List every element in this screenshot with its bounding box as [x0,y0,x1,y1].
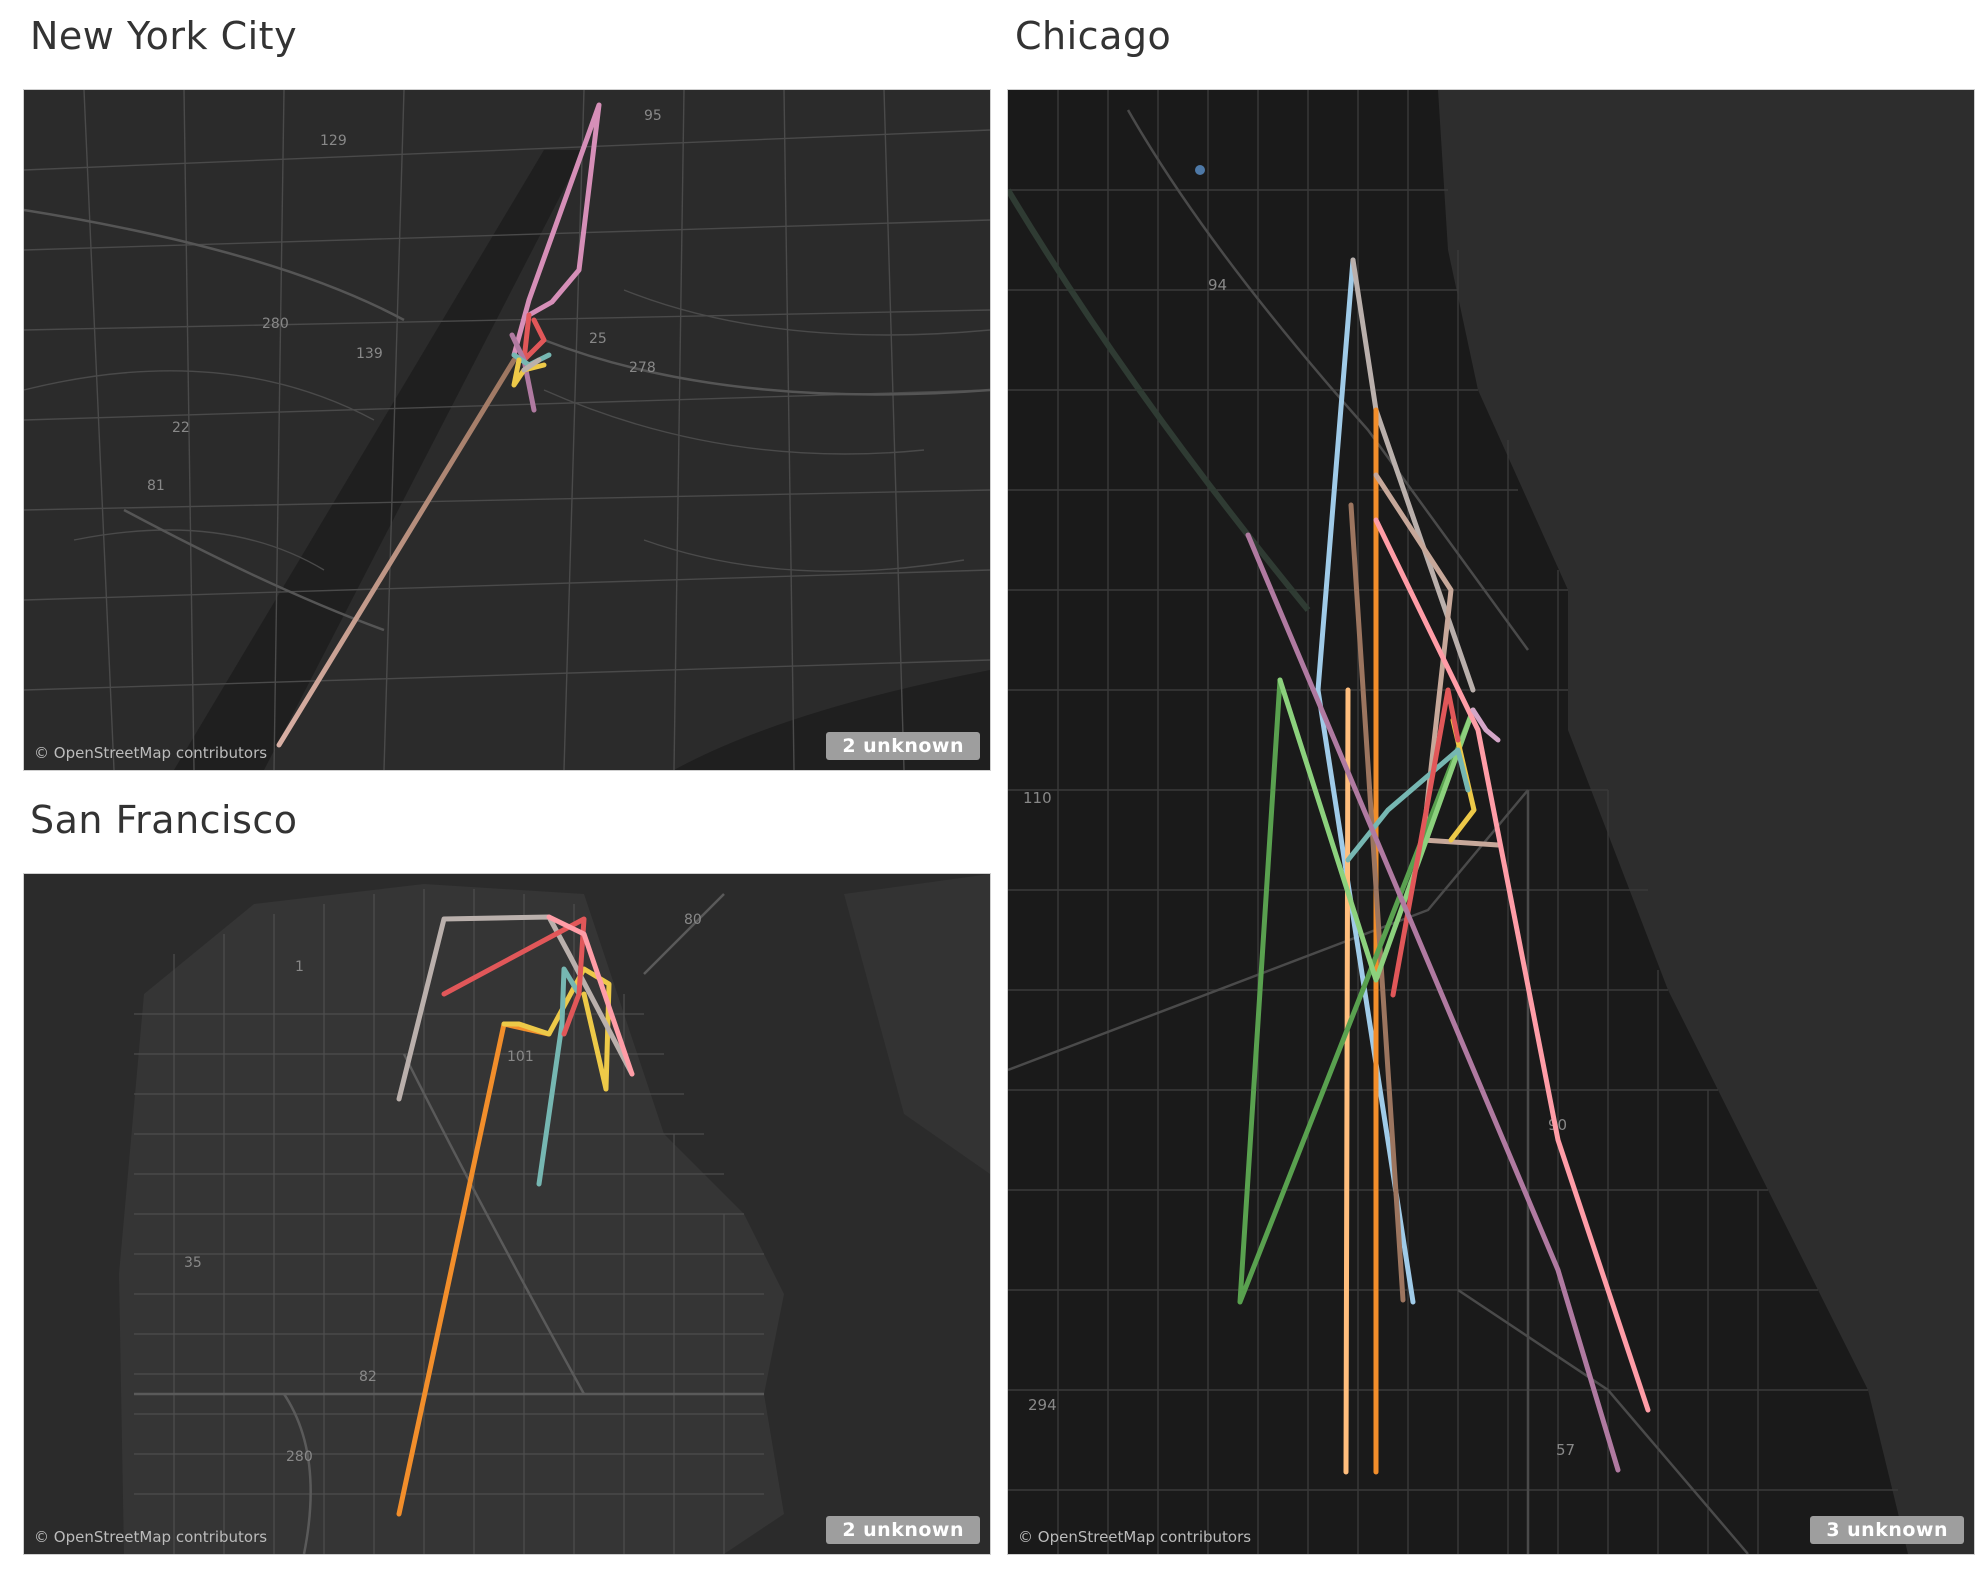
road-network [24,90,990,770]
svg-text:294: 294 [1028,1396,1057,1414]
route-nyc-6 [511,357,547,388]
panel-title-chi: Chicago [1015,14,1172,58]
road-labels: 95 129 280 139 22 81 25 278 [147,108,662,494]
svg-text:57: 57 [1556,1441,1575,1459]
street-grid-chi [1008,90,1898,1554]
route-sf-6 [546,914,635,1077]
route-nyc-2 [511,102,602,358]
svg-text:94: 94 [1208,276,1227,294]
unknown-badge-nyc[interactable]: 2 unknown [826,732,980,760]
route-sf-2 [501,966,612,1092]
map-canvas-nyc: 95 129 280 139 22 81 25 278 [24,90,990,770]
svg-text:129: 129 [320,133,347,149]
map-canvas-sf: 80 1 101 35 82 280 [24,874,990,1554]
svg-text:22: 22 [172,420,190,436]
panel-title-nyc: New York City [30,14,298,58]
highways-chi [1008,109,1749,1554]
unknown-badge-chi[interactable]: 3 unknown [1810,1516,1964,1544]
svg-text:101: 101 [507,1049,534,1065]
svg-text:280: 280 [286,1449,313,1465]
route-chi-11 [1390,687,1461,998]
east-bay-land [844,874,990,1174]
route-chi-12 [1245,532,1621,1473]
route-chi-14 [1470,707,1501,743]
route-nyc-3 [521,312,547,363]
svg-text:82: 82 [359,1369,377,1385]
svg-text:80: 80 [684,912,702,928]
highways-sf [134,893,764,1554]
road-labels-sf: 80 1 101 35 82 280 [184,912,702,1465]
route-sf-5 [441,916,587,1037]
location-marker [1195,165,1205,175]
svg-text:278: 278 [629,360,656,376]
svg-text:1: 1 [295,959,304,975]
route-nyc-7 [521,357,542,373]
unknown-badge-sf[interactable]: 2 unknown [826,1516,980,1544]
svg-text:35: 35 [184,1255,202,1271]
routes-chi [1237,257,1651,1475]
route-chi-13 [1373,517,1651,1413]
route-chi-5 [1373,472,1501,848]
route-nyc-1 [276,357,517,748]
panel-title-sf: San Francisco [30,798,298,842]
map-nyc[interactable]: 95 129 280 139 22 81 25 278 © OpenStreetMap c… [23,89,991,771]
route-chi-10 [1345,747,1471,863]
svg-text:110: 110 [1023,789,1052,807]
route-sf-3 [536,966,582,1187]
map-chicago[interactable]: 94 110 90 294 57 © OpenStreetMap contributo… [1007,89,1975,1555]
map-attribution-sf: © OpenStreetMap contributors [34,1528,268,1546]
map-attribution-nyc: © OpenStreetMap contributors [34,744,268,762]
map-attribution-chi: © OpenStreetMap contributors [1018,1528,1252,1546]
svg-text:81: 81 [147,478,165,494]
route-chi-7 [1237,677,1476,1305]
route-chi-8 [1277,677,1476,983]
routes-sf [396,914,635,1517]
svg-text:280: 280 [262,316,289,332]
street-grid [134,889,764,1554]
svg-text:95: 95 [644,108,662,124]
routes-nyc [276,102,602,748]
route-chi-6 [1348,502,1406,1303]
svg-text:25: 25 [589,331,607,347]
route-chi-1 [1315,257,1416,1305]
map-sf[interactable]: 80 1 101 35 82 280 © OpenStreetMap contribut… [23,873,991,1555]
svg-text:139: 139 [356,346,383,362]
river [1008,188,1311,612]
route-chi-4 [1343,687,1351,1475]
